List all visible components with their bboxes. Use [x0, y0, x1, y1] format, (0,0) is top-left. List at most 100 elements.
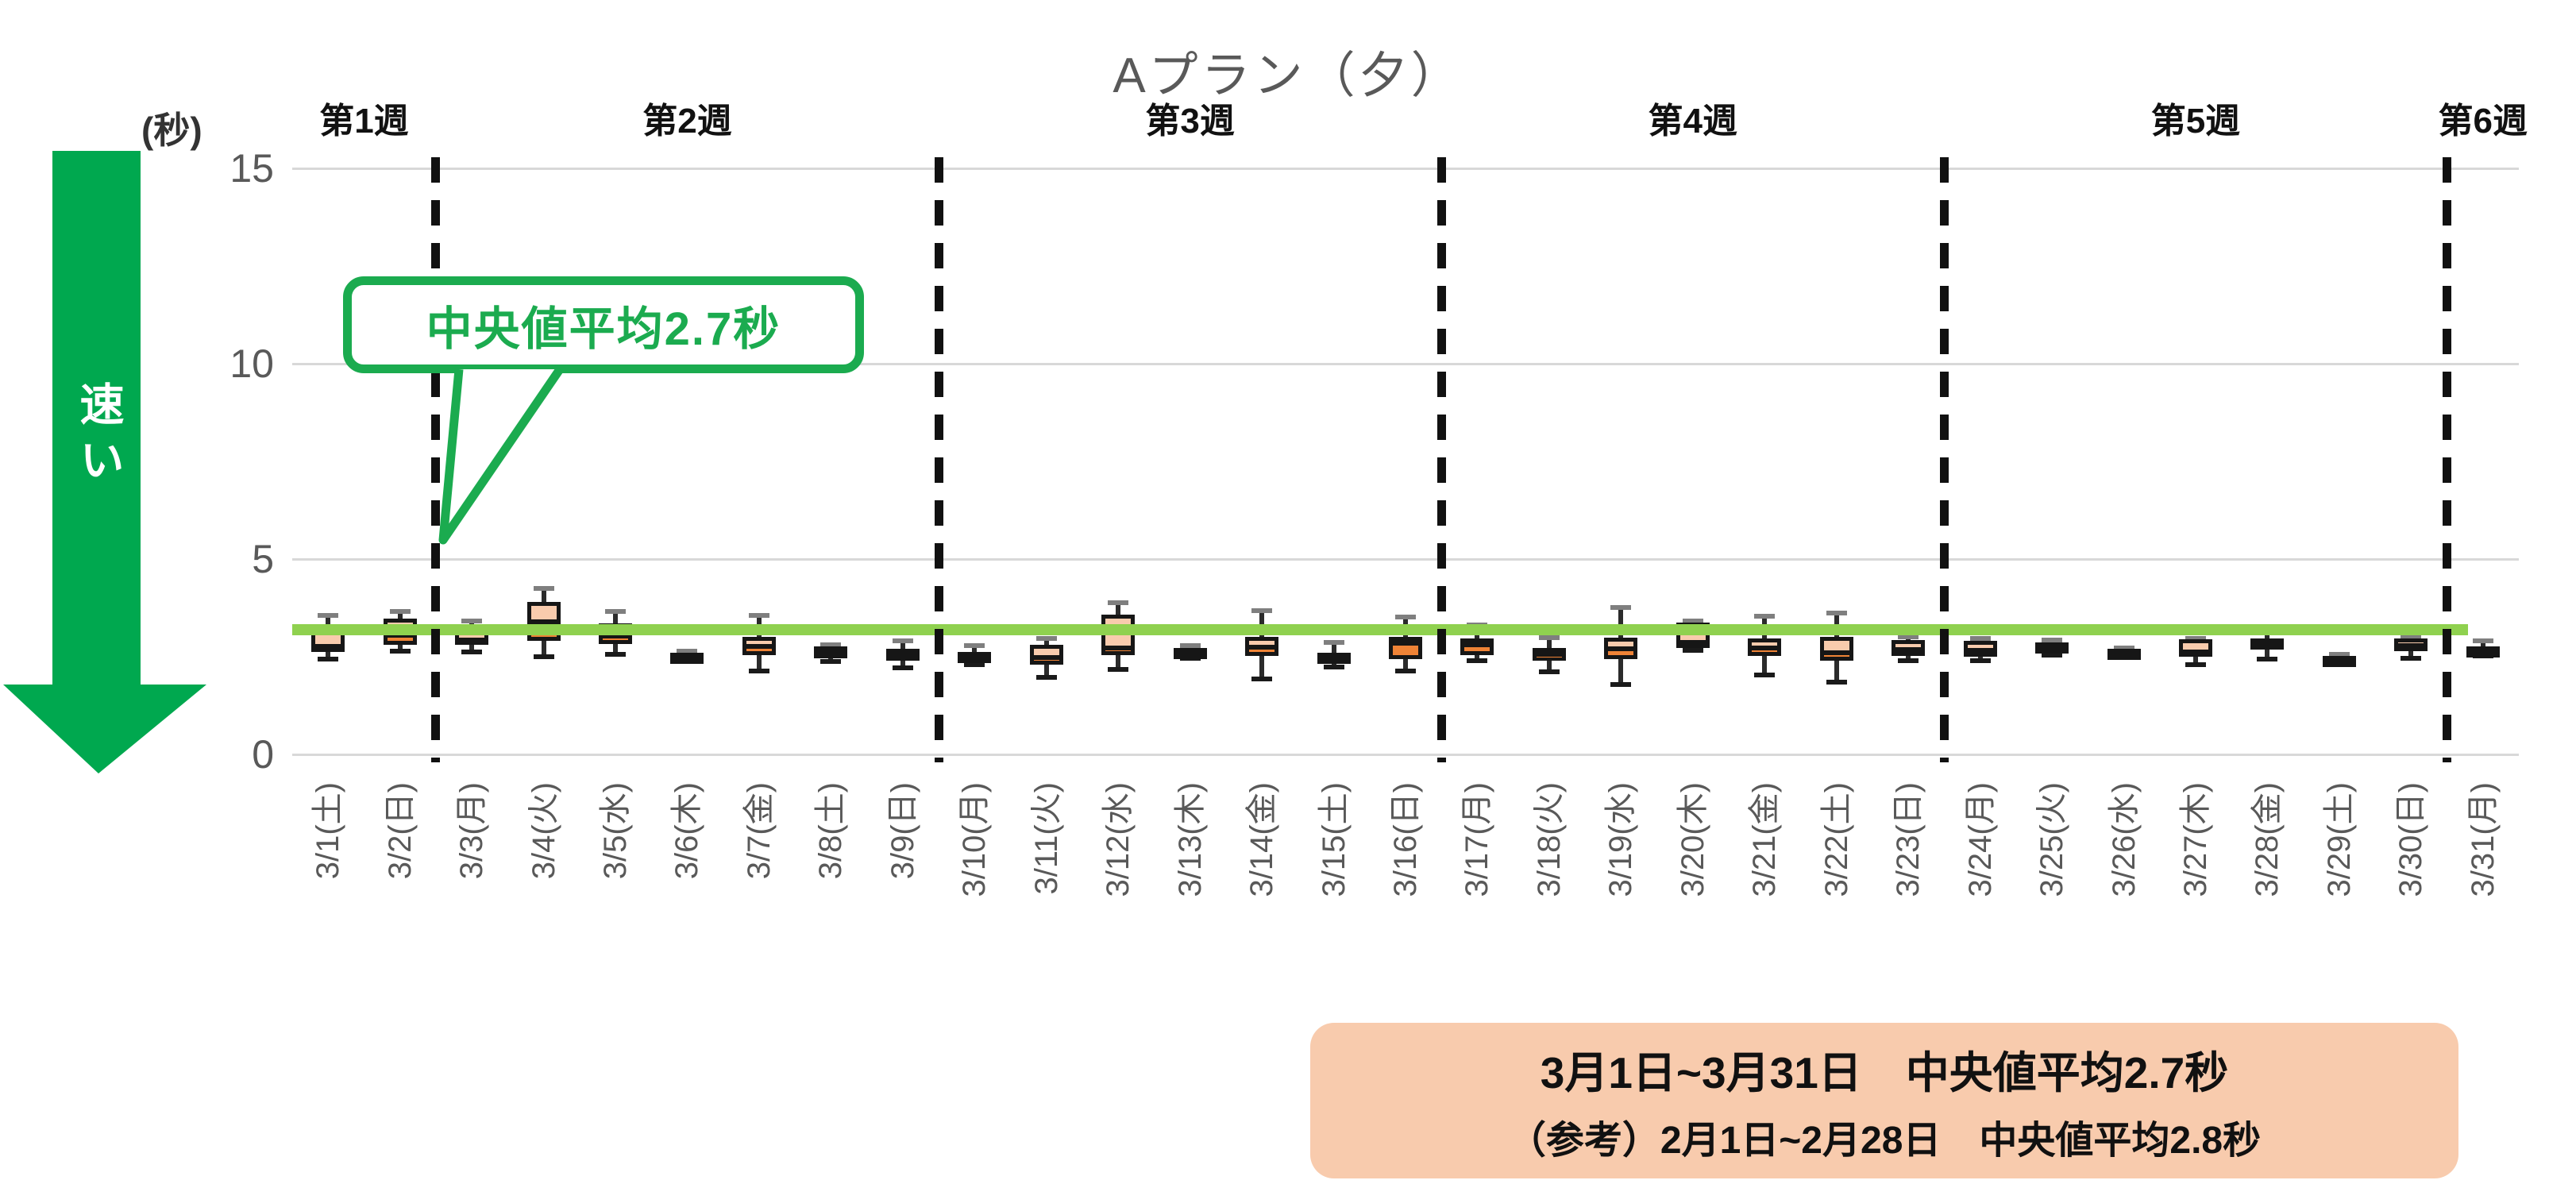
x-axis-date-label: 3/25(火) [2034, 782, 2070, 897]
x-axis-date-label: 3/17(月) [1460, 782, 1495, 897]
whisker-cap-bottom [2257, 657, 2278, 662]
box-iqr [2322, 655, 2356, 667]
box-lower-quartile-fill [1464, 647, 1490, 651]
whisker-cap-top [318, 613, 339, 619]
box-upper-quartile-fill [2398, 642, 2424, 644]
box-iqr [1389, 637, 1422, 660]
x-axis-date-label: 3/4(火) [526, 782, 561, 880]
median-line [2039, 646, 2065, 652]
whisker-cap-bottom [1610, 682, 1632, 688]
x-axis-date-label: 3/15(土) [1316, 782, 1352, 897]
x-axis-date-label: 3/12(水) [1101, 782, 1136, 897]
box-iqr [742, 637, 776, 655]
whisker-cap-bottom [1969, 658, 1991, 664]
x-axis-date-label: 3/18(火) [1531, 782, 1567, 897]
median-line [1608, 646, 1634, 652]
box-lower-quartile-fill [1249, 650, 1275, 652]
whisker-cap-top [2185, 635, 2206, 641]
x-axis-date-label: 3/13(木) [1172, 782, 1208, 897]
box-iqr [670, 653, 704, 665]
week-divider-dashed-line [1436, 157, 1446, 762]
box-iqr [1317, 652, 1351, 664]
y-axis-unit-label: (秒) [141, 110, 202, 151]
x-axis-date-label: 3/6(木) [669, 782, 705, 880]
box-iqr [1604, 638, 1638, 660]
x-axis-date-label: 3/28(金) [2250, 782, 2285, 897]
median-line [1249, 645, 1275, 650]
whisker-cap-top [677, 648, 698, 654]
median-line [962, 655, 988, 661]
box-upper-quartile-fill [2182, 643, 2208, 650]
whisker-cap-top [1898, 634, 1919, 640]
whisker-cap-top [2042, 637, 2063, 642]
median-line [1393, 641, 1418, 646]
whisker-cap-top [748, 613, 769, 619]
whisker-cap-bottom [533, 654, 554, 659]
box-iqr [1819, 637, 1853, 661]
whisker-cap-top [1826, 611, 1847, 616]
y-axis-tick-label: 0 [252, 732, 274, 777]
y-axis-tick-label: 5 [252, 537, 274, 581]
box-lower-quartile-fill [1752, 650, 1778, 653]
whisker-cap-top [2328, 651, 2350, 657]
x-axis-date-label: 3/21(金) [1747, 782, 1783, 897]
week-label: 第4週 [1648, 102, 1738, 141]
week-label: 第1週 [319, 102, 409, 141]
box-lower-quartile-fill [1393, 646, 1418, 656]
box-upper-quartile-fill [1895, 644, 1922, 648]
whisker-cap-top [1610, 605, 1632, 610]
median-line [2470, 650, 2496, 656]
box-iqr [1245, 637, 1279, 656]
median-line [603, 633, 629, 638]
x-axis-date-label: 3/8(土) [813, 782, 849, 880]
summary-line-march: 3月1日~3月31日 中央値平均2.7秒 [1540, 1048, 2229, 1097]
box-iqr [2178, 639, 2212, 658]
box-lower-quartile-fill [1033, 660, 1059, 661]
x-axis-date-label: 3/10(月) [957, 782, 993, 897]
whisker-cap-top [2113, 646, 2134, 651]
box-upper-quartile-fill [1967, 645, 1993, 649]
whisker-cap-top [1969, 636, 1991, 642]
x-axis-date-label: 3/1(土) [310, 782, 346, 880]
median-line [2398, 643, 2424, 649]
box-iqr [1532, 647, 1566, 661]
box-lower-quartile-fill [1823, 655, 1849, 658]
x-axis-date-label: 3/22(土) [1818, 782, 1854, 897]
box-upper-quartile-fill [1033, 649, 1059, 656]
box-lower-quartile-fill [387, 638, 413, 642]
whisker-cap-top [1251, 608, 1273, 614]
median-line [315, 644, 341, 650]
x-axis-date-label: 3/7(金) [741, 782, 777, 880]
x-axis-date-label: 3/27(木) [2177, 782, 2213, 897]
week-label: 第3週 [1145, 102, 1235, 141]
chart-title: Aプラン（夕） [1113, 48, 1463, 103]
x-axis-date-label: 3/11(火) [1028, 782, 1064, 895]
whisker-cap-bottom [1898, 658, 1919, 664]
x-axis-date-label: 3/16(日) [1388, 782, 1423, 897]
median-line [1967, 648, 1993, 654]
whisker-cap-bottom [820, 658, 842, 664]
gridline-15s [292, 167, 2519, 170]
median-callout-text: 中央値平均2.7秒 [426, 303, 781, 355]
median-line [2182, 650, 2208, 655]
whisker-cap-bottom [2042, 652, 2063, 658]
median-line [530, 619, 557, 625]
whisker-cap-bottom [605, 652, 627, 658]
whisker-cap-top [1538, 635, 1560, 641]
median-line [746, 644, 772, 650]
whisker-cap-top [1323, 640, 1344, 646]
whisker-cap-bottom [2401, 656, 2422, 661]
median-line [459, 637, 485, 642]
summary-annotation-box: 3月1日~3月31日 中央値平均2.7秒 （参考）2月1日~2月28日 中央値平… [1310, 1023, 2458, 1178]
median-line [1177, 651, 1203, 657]
whisker-cap-bottom [1035, 674, 1057, 680]
median-line [387, 633, 413, 638]
x-axis-date-label: 3/9(日) [885, 782, 920, 880]
box-upper-quartile-fill [746, 641, 772, 645]
box-iqr [2394, 638, 2428, 651]
gridline-5s [292, 557, 2519, 561]
box-iqr [1460, 638, 1494, 655]
week-label: 第6週 [2438, 102, 2528, 141]
median-line [1321, 656, 1347, 661]
